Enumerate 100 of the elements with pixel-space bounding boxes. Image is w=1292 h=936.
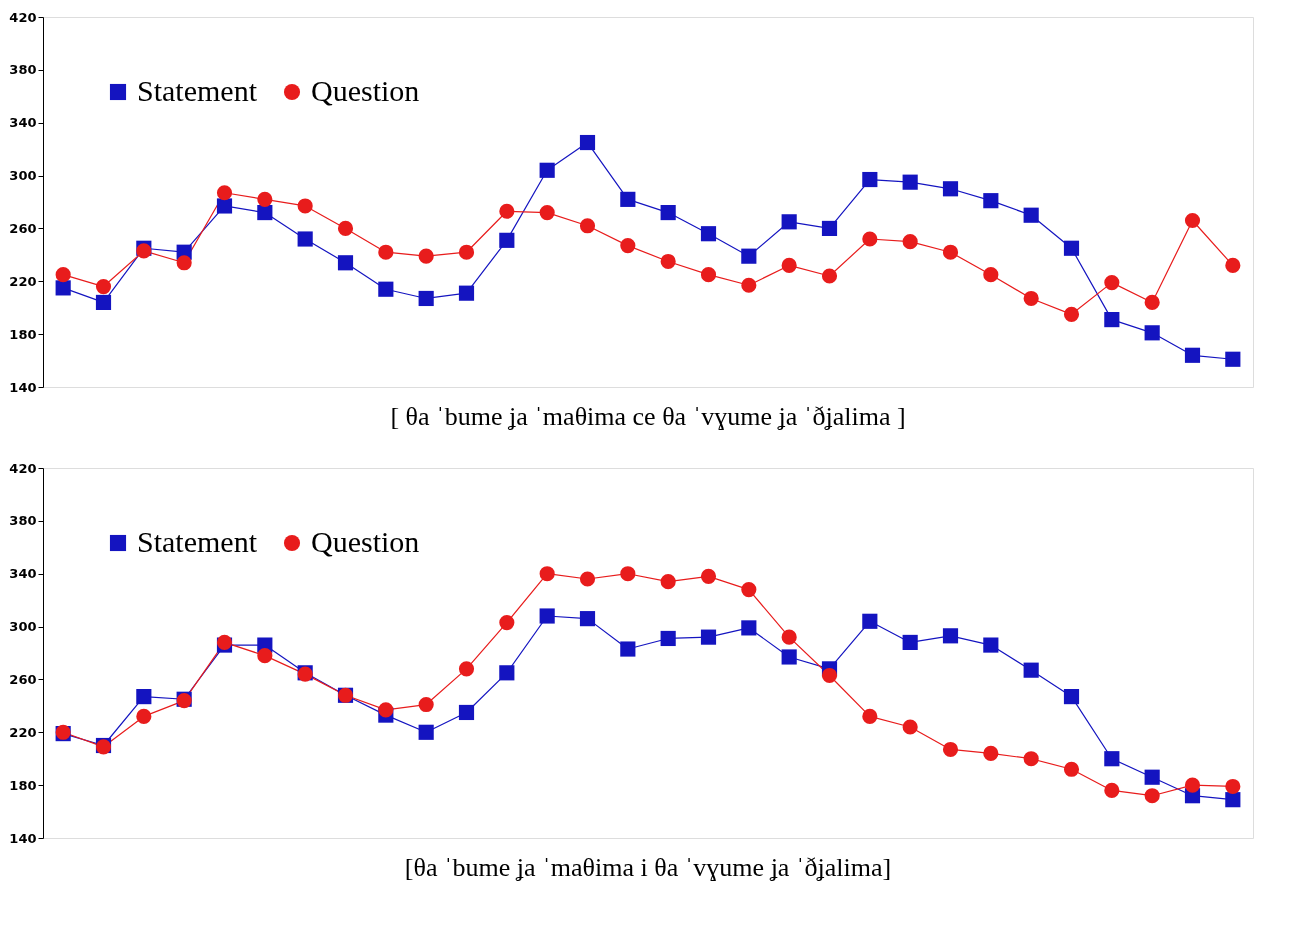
y-tick-label: 140 [9, 379, 37, 395]
point [1144, 769, 1160, 785]
point [216, 198, 233, 214]
point [257, 191, 273, 207]
point [862, 231, 878, 247]
point [1023, 662, 1039, 678]
point [1063, 689, 1080, 705]
point [136, 689, 152, 705]
point [257, 648, 273, 664]
point [136, 708, 152, 724]
point [983, 745, 999, 761]
y-tick-label: 380 [9, 513, 37, 529]
point [1184, 212, 1201, 229]
point [1104, 275, 1120, 291]
point [741, 582, 757, 598]
y-tick-label: 340 [9, 566, 37, 582]
point [660, 630, 676, 647]
point [862, 171, 878, 188]
point [700, 629, 717, 645]
point [1023, 751, 1039, 767]
point [1184, 347, 1201, 363]
point [902, 234, 918, 250]
y-tick-label: 180 [9, 777, 37, 793]
point [741, 620, 757, 636]
point [539, 608, 555, 624]
point [337, 220, 354, 236]
text: [θa ˈbume ʝa ˈmaθima i θa ˈvɣume ʝa ˈðʝalima] [404, 853, 892, 882]
point [458, 661, 475, 677]
point [660, 574, 676, 590]
point [781, 214, 797, 230]
point [579, 611, 596, 627]
point [660, 204, 676, 221]
point [821, 220, 838, 237]
point [1104, 782, 1120, 798]
point [176, 255, 192, 271]
point [418, 696, 434, 713]
legend-label: Question [311, 74, 420, 107]
point [95, 279, 112, 295]
y-tick-label: 180 [9, 326, 37, 342]
point [1225, 257, 1241, 273]
y-tick-label: 380 [9, 62, 37, 78]
point [1104, 751, 1120, 767]
point [579, 134, 596, 151]
point [257, 204, 273, 221]
point [539, 205, 555, 221]
point [378, 281, 394, 297]
point [902, 719, 918, 735]
y-tick-label: 300 [9, 619, 37, 635]
point [539, 162, 555, 178]
point [1063, 306, 1080, 322]
point [862, 708, 878, 724]
point [499, 665, 515, 681]
y-tick-label: 220 [9, 724, 37, 740]
y-tick-label: 420 [9, 460, 37, 476]
point [499, 615, 515, 631]
point [1063, 761, 1080, 777]
point [862, 613, 878, 629]
point [821, 268, 838, 284]
point [983, 267, 999, 283]
point [620, 641, 636, 657]
y-tick-label: 260 [9, 671, 37, 687]
point [1023, 290, 1039, 307]
point [418, 290, 434, 307]
point [1104, 312, 1120, 328]
point [95, 294, 112, 311]
point [55, 280, 71, 296]
point [216, 185, 233, 201]
point [499, 203, 515, 219]
point [378, 244, 394, 260]
point [700, 267, 717, 283]
y-tick-label: 260 [9, 220, 37, 236]
point [700, 226, 717, 242]
point [1225, 351, 1241, 367]
point [620, 238, 636, 254]
point [660, 253, 676, 270]
y-tick-label: 220 [9, 273, 37, 289]
point [942, 181, 959, 197]
text: [ θa ˈbume ʝa ˈmaθima ce θa ˈvɣume ʝa ˈðʝalima ] [390, 402, 906, 431]
point [378, 702, 394, 718]
legend-label: Question [311, 525, 420, 558]
point [741, 277, 757, 293]
point [579, 218, 596, 234]
point [700, 568, 717, 584]
point [297, 198, 313, 214]
point [781, 629, 797, 645]
point [337, 255, 354, 271]
point [902, 174, 918, 190]
point [821, 667, 838, 684]
point [1144, 294, 1160, 310]
point [741, 248, 757, 264]
point [418, 724, 434, 740]
point [1184, 777, 1201, 793]
point [1225, 792, 1241, 808]
point [1023, 207, 1039, 223]
y-tick-label: 140 [9, 830, 37, 846]
point [539, 566, 555, 582]
point [1063, 240, 1080, 256]
point [458, 244, 475, 260]
point [942, 244, 959, 260]
legend-label: Statement [137, 74, 258, 107]
